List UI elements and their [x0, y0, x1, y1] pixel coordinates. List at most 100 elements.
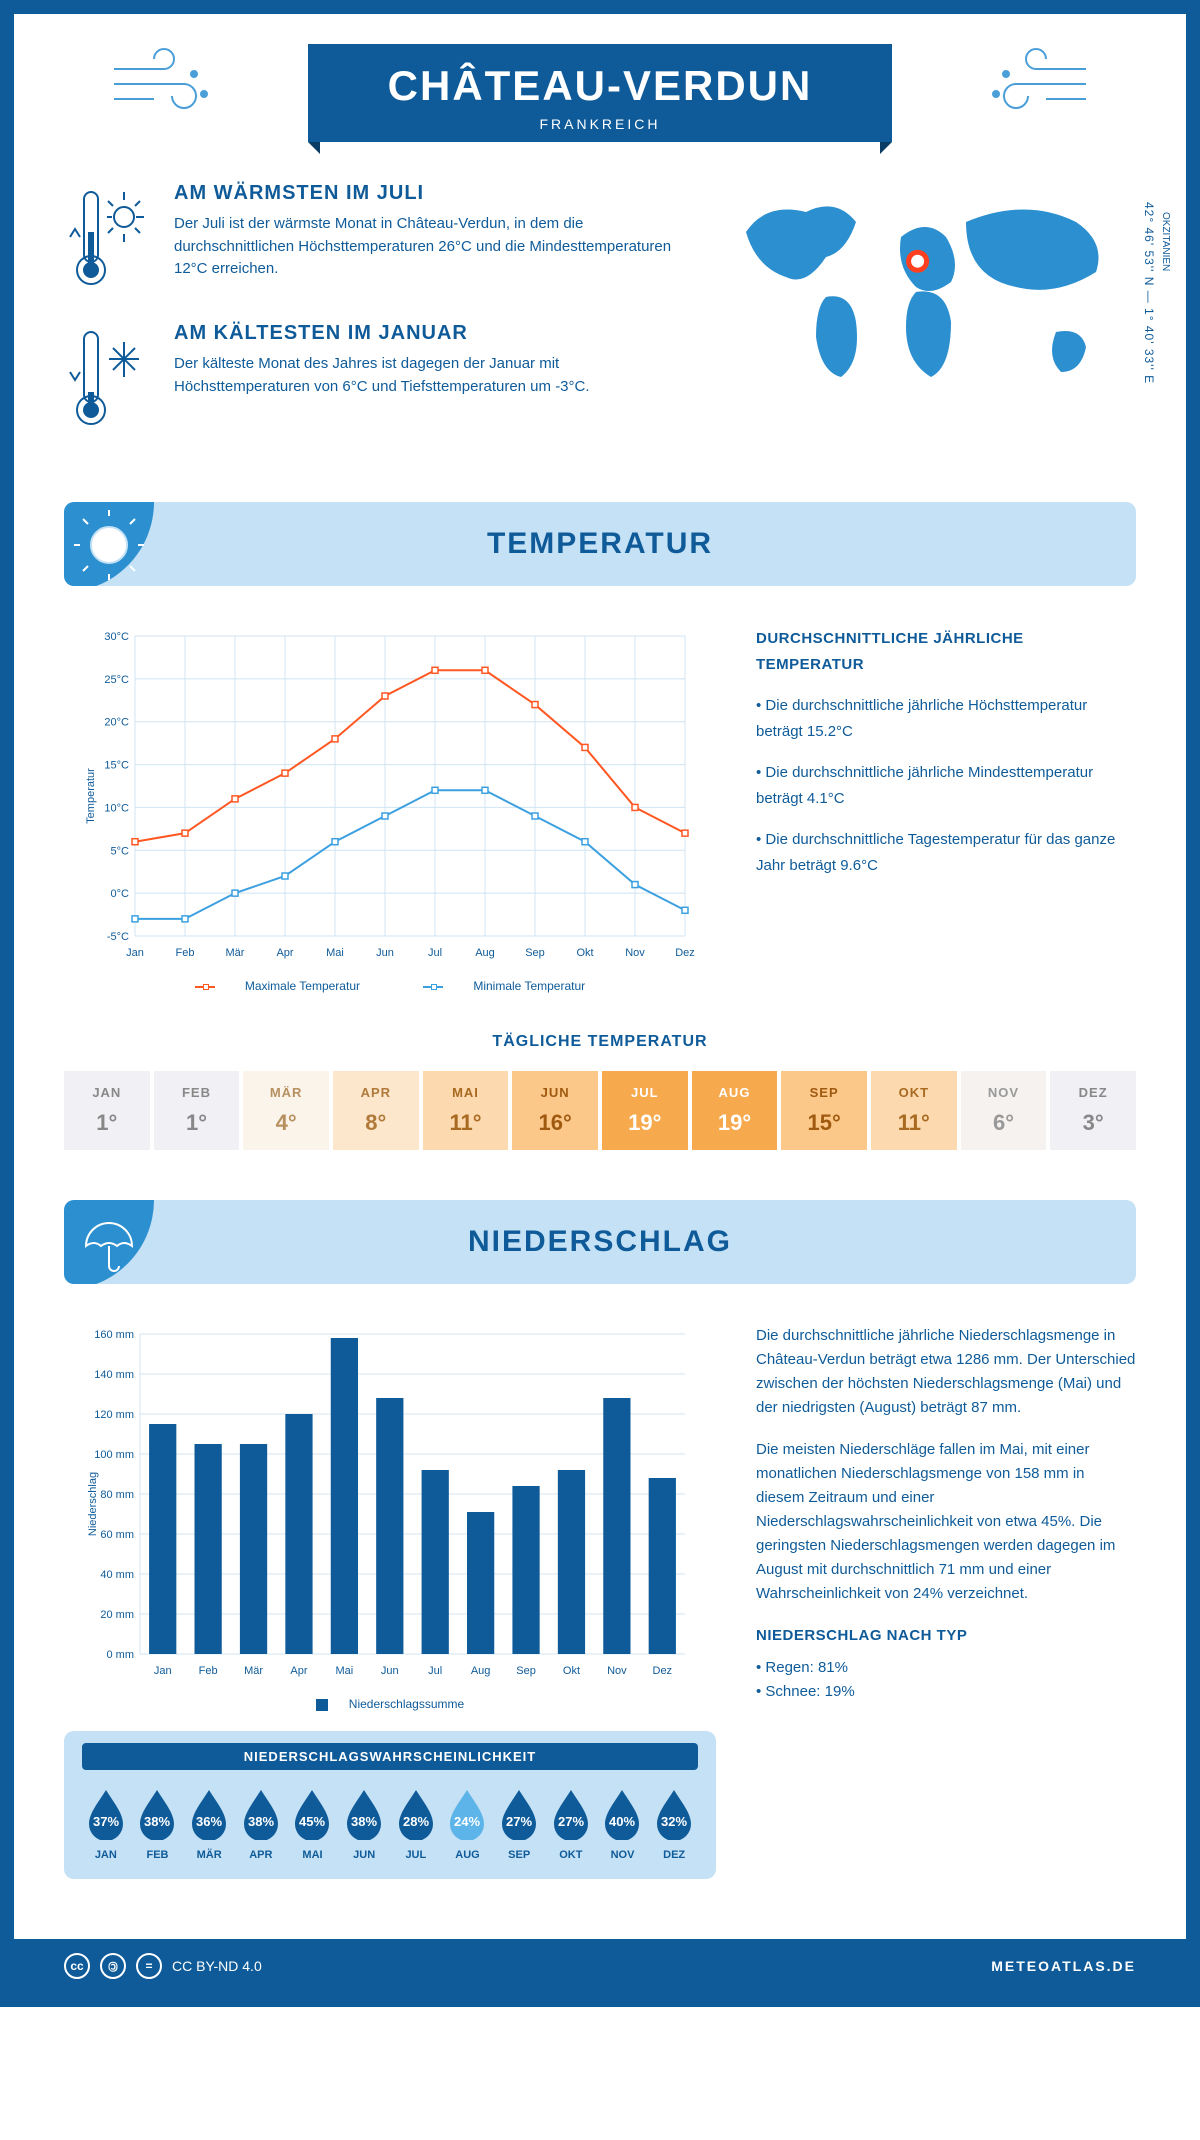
- temp-summary: DURCHSCHNITTLICHE JÄHRLICHE TEMPERATUR •…: [756, 626, 1136, 993]
- svg-text:Dez: Dez: [675, 947, 695, 959]
- svg-text:32%: 32%: [661, 1814, 687, 1829]
- probability-drop: 24%AUG: [444, 1786, 492, 1861]
- probability-drop: 27%SEP: [495, 1786, 543, 1861]
- footer: cc 🄯 = CC BY-ND 4.0 METEOATLAS.DE: [14, 1939, 1186, 1993]
- svg-text:Jun: Jun: [381, 1665, 399, 1677]
- probability-drop: 38%FEB: [134, 1786, 182, 1861]
- warmest-heading: AM WÄRMSTEN IM JULI: [174, 182, 676, 205]
- probability-drop: 27%OKT: [547, 1786, 595, 1861]
- page-title: CHÂTEAU-VERDUN: [388, 62, 813, 110]
- legend-min: Minimale Temperatur: [473, 979, 585, 993]
- svg-text:120 mm: 120 mm: [94, 1409, 134, 1421]
- svg-text:Aug: Aug: [475, 947, 495, 959]
- svg-text:Mai: Mai: [326, 947, 344, 959]
- svg-text:27%: 27%: [558, 1814, 584, 1829]
- svg-text:Aug: Aug: [471, 1665, 491, 1677]
- world-map: 42° 46' 53'' N — 1° 40' 33'' E OKZITANIE…: [716, 182, 1136, 462]
- svg-text:Mai: Mai: [336, 1665, 354, 1677]
- svg-text:Jun: Jun: [376, 947, 394, 959]
- svg-text:0°C: 0°C: [111, 888, 130, 900]
- svg-text:38%: 38%: [144, 1814, 170, 1829]
- precip-type-heading: NIEDERSCHLAG NACH TYP: [756, 1624, 1136, 1648]
- world-map-svg: [716, 182, 1136, 402]
- probability-drop: 28%JUL: [392, 1786, 440, 1861]
- daily-temp-grid: JAN1°FEB1°MÄR4°APR8°MAI11°JUN16°JUL19°AU…: [64, 1071, 1136, 1150]
- precip-type-1: • Regen: 81%: [756, 1656, 1136, 1680]
- probability-drop: 36%MÄR: [185, 1786, 233, 1861]
- daily-temp-cell: DEZ3°: [1050, 1071, 1136, 1150]
- probability-grid: 37%JAN38%FEB36%MÄR38%APR45%MAI38%JUN28%J…: [82, 1786, 698, 1861]
- svg-text:5°C: 5°C: [111, 845, 130, 857]
- svg-text:Mär: Mär: [244, 1665, 263, 1677]
- svg-text:Nov: Nov: [625, 947, 645, 959]
- svg-text:80 mm: 80 mm: [100, 1489, 134, 1501]
- temperature-section-header: TEMPERATUR: [64, 502, 1136, 586]
- precip-type-2: • Schnee: 19%: [756, 1680, 1136, 1704]
- svg-text:140 mm: 140 mm: [94, 1369, 134, 1381]
- thermometer-hot-icon: [64, 182, 154, 292]
- svg-text:38%: 38%: [351, 1814, 377, 1829]
- precip-title: NIEDERSCHLAG: [468, 1225, 732, 1258]
- svg-text:Apr: Apr: [290, 1665, 307, 1677]
- temp-bullet-3: • Die durchschnittliche Tagestemperatur …: [756, 827, 1136, 878]
- daily-temp-cell: SEP15°: [781, 1071, 867, 1150]
- daily-temp-cell: OKT11°: [871, 1071, 957, 1150]
- precip-section-header: NIEDERSCHLAG: [64, 1200, 1136, 1284]
- svg-text:38%: 38%: [248, 1814, 274, 1829]
- svg-text:Jul: Jul: [428, 947, 442, 959]
- nd-icon: =: [136, 1953, 162, 1979]
- svg-text:Apr: Apr: [276, 947, 293, 959]
- location-marker: [909, 252, 927, 270]
- svg-text:25°C: 25°C: [104, 674, 129, 686]
- daily-temp-cell: MÄR4°: [243, 1071, 329, 1150]
- header: CHÂTEAU-VERDUN FRANKREICH: [64, 14, 1136, 142]
- svg-text:-5°C: -5°C: [107, 931, 129, 943]
- license-label: CC BY-ND 4.0: [172, 1958, 262, 1974]
- probability-drop: 40%NOV: [599, 1786, 647, 1861]
- by-icon: 🄯: [100, 1953, 126, 1979]
- svg-text:160 mm: 160 mm: [94, 1329, 134, 1341]
- svg-text:60 mm: 60 mm: [100, 1529, 134, 1541]
- svg-text:20 mm: 20 mm: [100, 1609, 134, 1621]
- temperature-row: -5°C0°C5°C10°C15°C20°C25°C30°CJanFebMärA…: [64, 626, 1136, 993]
- probability-box: NIEDERSCHLAGSWAHRSCHEINLICHKEIT 37%JAN38…: [64, 1731, 716, 1879]
- daily-temp-cell: JUL19°: [602, 1071, 688, 1150]
- region-label: OKZITANIEN: [1160, 212, 1171, 271]
- precip-chart-legend: Niederschlagssumme: [64, 1697, 716, 1711]
- warmest-text: Der Juli ist der wärmste Monat in Châtea…: [174, 213, 676, 281]
- svg-text:37%: 37%: [93, 1814, 119, 1829]
- legend-max: Maximale Temperatur: [245, 979, 360, 993]
- precip-p2: Die meisten Niederschläge fallen im Mai,…: [756, 1438, 1136, 1606]
- coldest-text: Der kälteste Monat des Jahres ist dagege…: [174, 353, 676, 398]
- svg-text:10°C: 10°C: [104, 802, 129, 814]
- intro-section: AM WÄRMSTEN IM JULI Der Juli ist der wär…: [64, 182, 1136, 462]
- coldest-block: AM KÄLTESTEN IM JANUAR Der kälteste Mona…: [64, 322, 676, 432]
- coldest-heading: AM KÄLTESTEN IM JANUAR: [174, 322, 676, 345]
- svg-text:Jan: Jan: [154, 1665, 172, 1677]
- daily-temp-cell: MAI11°: [423, 1071, 509, 1150]
- probability-drop: 38%APR: [237, 1786, 285, 1861]
- temp-chart-legend: Maximale Temperatur Minimale Temperatur: [64, 979, 716, 993]
- svg-text:Jul: Jul: [428, 1665, 442, 1677]
- sun-icon: [74, 510, 144, 580]
- precip-row: 0 mm20 mm40 mm60 mm80 mm100 mm120 mm140 …: [64, 1324, 1136, 1879]
- thermometer-cold-icon: [64, 322, 154, 432]
- svg-text:Feb: Feb: [176, 947, 195, 959]
- temp-bullet-2: • Die durchschnittliche jährliche Mindes…: [756, 760, 1136, 811]
- svg-text:20°C: 20°C: [104, 717, 129, 729]
- svg-text:Okt: Okt: [576, 947, 593, 959]
- daily-temp-cell: FEB1°: [154, 1071, 240, 1150]
- svg-text:Niederschlag: Niederschlag: [87, 1472, 99, 1536]
- svg-text:Sep: Sep: [516, 1665, 536, 1677]
- precip-p1: Die durchschnittliche jährliche Niedersc…: [756, 1324, 1136, 1420]
- svg-text:Mär: Mär: [226, 947, 245, 959]
- svg-text:27%: 27%: [506, 1814, 532, 1829]
- coordinates-label: 42° 46' 53'' N — 1° 40' 33'' E: [1142, 202, 1156, 384]
- probability-drop: 32%DEZ: [650, 1786, 698, 1861]
- daily-temp-cell: JAN1°: [64, 1071, 150, 1150]
- daily-temp-cell: JUN16°: [512, 1071, 598, 1150]
- svg-text:Jan: Jan: [126, 947, 144, 959]
- daily-temp-title: TÄGLICHE TEMPERATUR: [64, 1033, 1136, 1051]
- svg-text:45%: 45%: [299, 1814, 325, 1829]
- svg-text:Okt: Okt: [563, 1665, 580, 1677]
